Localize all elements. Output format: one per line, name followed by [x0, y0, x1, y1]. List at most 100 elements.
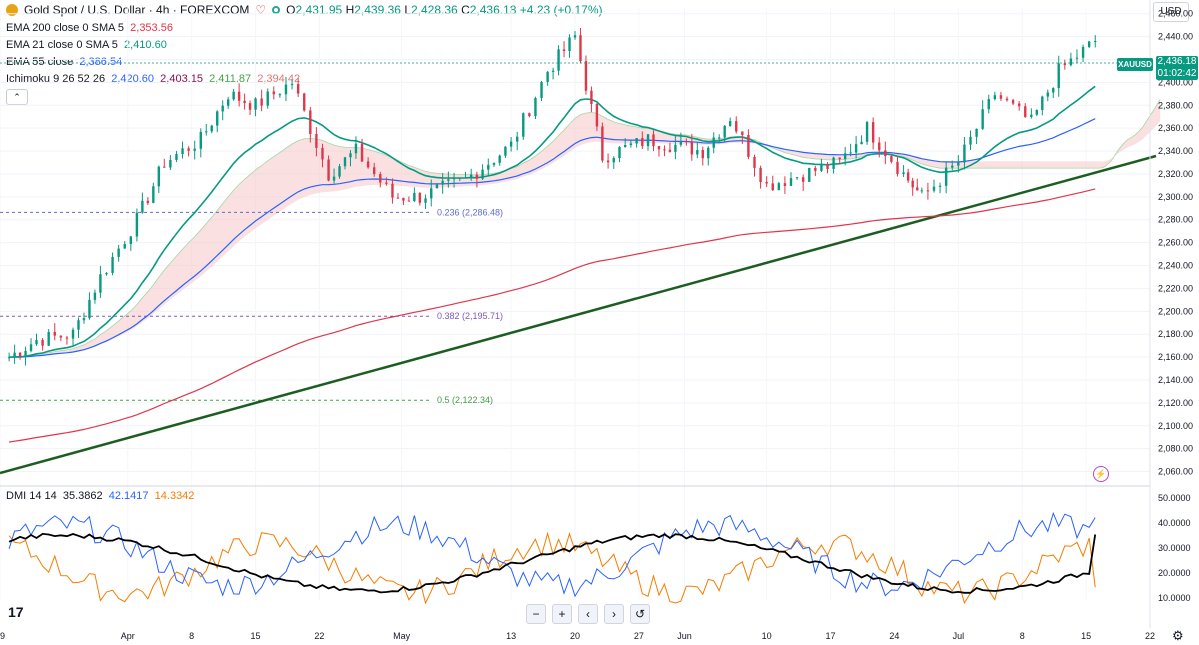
tradingview-logo-icon[interactable]: 17: [8, 604, 24, 620]
price-tick: 2,300.00: [1158, 192, 1193, 202]
time-tick: 10: [762, 631, 772, 641]
fib-levels: 0.236 (2,286.48) 0.382 (2,195.71) 0.5 (2,1…: [0, 207, 503, 405]
candle-body: [932, 186, 936, 191]
candle-body: [1017, 103, 1021, 107]
candle-body: [1030, 114, 1033, 117]
heart-icon[interactable]: ♡: [255, 3, 267, 17]
scroll-right-button[interactable]: ›: [604, 604, 624, 624]
candle-body: [801, 177, 805, 182]
dmi-tick: 30.0000: [1158, 543, 1191, 553]
ema200-line: [9, 188, 1096, 443]
candle-body: [528, 113, 531, 117]
legend-ema21[interactable]: EMA 21 close 0 SMA 5 2,410.60: [6, 37, 167, 53]
dmi-minus-value: 14.3342: [154, 490, 195, 502]
candle-body: [826, 164, 829, 169]
price-tick: 2,080.00: [1158, 444, 1193, 454]
time-tick: Jun: [677, 631, 692, 641]
candle-body: [663, 149, 666, 151]
legend-ema200[interactable]: EMA 200 close 0 SMA 5 2,353.56: [6, 20, 173, 36]
candle-body: [199, 131, 202, 149]
dmi-tick: 40.0000: [1158, 518, 1191, 528]
time-axis: 19 Apr 8 15 22 May 13 20 27 Jun 10 17 24 Jul 8 15 22: [0, 631, 1155, 641]
open-label: O: [286, 3, 296, 17]
collapse-legend-button[interactable]: ⌃: [6, 89, 28, 105]
reset-chart-button[interactable]: ↺: [630, 604, 650, 624]
scroll-left-button[interactable]: ‹: [578, 604, 598, 624]
candle-body: [321, 147, 324, 160]
ema55-label: EMA 55 close: [6, 56, 74, 68]
candle-body: [568, 37, 571, 52]
candle-body: [540, 81, 543, 98]
ema21-line: [9, 85, 1096, 358]
bolt-icon[interactable]: ⚡: [1093, 466, 1109, 482]
candle-body: [1035, 109, 1039, 115]
candle-body: [963, 144, 966, 163]
candle-body: [1041, 96, 1044, 110]
candle-body: [890, 156, 893, 162]
price-tick: 2,360.00: [1158, 123, 1193, 133]
candle-body: [999, 95, 1003, 99]
candle-body: [944, 167, 948, 186]
candle-body: [464, 177, 467, 179]
candle-body: [747, 134, 750, 157]
candle-body: [701, 150, 704, 159]
candles: [7, 28, 1097, 366]
candle-body: [41, 339, 44, 346]
ema55-value: 2,386.54: [79, 56, 123, 68]
candle-body: [1087, 41, 1091, 47]
candle-body: [1011, 100, 1015, 104]
candle-body: [71, 329, 75, 339]
price-tick: 2,120.00: [1158, 398, 1193, 408]
zoom-out-button[interactable]: −: [526, 604, 546, 624]
candle-body: [987, 99, 990, 110]
dmi-adx-line: [8, 532, 1097, 594]
candle-body: [838, 157, 841, 160]
candle-body: [452, 178, 456, 180]
candle-body: [557, 49, 560, 71]
candle-body: [601, 126, 604, 161]
candle-body: [391, 183, 394, 198]
candle-body: [509, 141, 513, 147]
candle-body: [652, 134, 655, 147]
gold-symbol-icon: [6, 4, 18, 16]
high-label: H: [345, 3, 355, 17]
time-tick: 15: [251, 631, 261, 641]
candle-body: [759, 167, 762, 182]
dmi-plus-line: [8, 511, 1096, 598]
candle-body: [243, 100, 246, 104]
dmi-tick: 50.0000: [1158, 493, 1191, 503]
candle-body: [88, 299, 91, 319]
candle-body: [707, 147, 710, 159]
price-tick: 2,340.00: [1158, 146, 1193, 156]
currency-button[interactable]: USD: [1153, 2, 1189, 22]
legend-ema55[interactable]: EMA 55 close 2,386.54: [6, 54, 122, 70]
candle-body: [93, 292, 97, 300]
candle-body: [1069, 58, 1073, 66]
candle-body: [584, 61, 588, 91]
candle-body: [441, 180, 444, 185]
market-status-icon[interactable]: [272, 6, 281, 14]
candle-body: [487, 164, 490, 170]
candle-body: [808, 167, 811, 182]
candle-body: [221, 105, 224, 112]
candle-body: [551, 70, 555, 72]
time-tick: 24: [889, 631, 899, 641]
candle-body: [573, 35, 577, 38]
candle-body: [24, 350, 27, 357]
candle-body: [430, 188, 433, 199]
time-tick: May: [393, 631, 411, 641]
candle-body: [951, 165, 954, 168]
price-tick: 2,100.00: [1158, 421, 1193, 431]
candle-body: [795, 177, 799, 179]
candle-body: [216, 111, 219, 126]
candle-body: [309, 110, 312, 135]
candle-body: [1075, 57, 1079, 59]
candle-body: [635, 137, 638, 144]
zoom-in-button[interactable]: +: [552, 604, 572, 624]
candle-body: [413, 192, 416, 202]
candle-body: [163, 166, 166, 168]
gear-icon[interactable]: ⚙: [1172, 628, 1184, 643]
legend-dmi[interactable]: DMI 14 14 35.3862 42.1417 14.3342: [6, 488, 194, 504]
candle-body: [993, 95, 997, 100]
